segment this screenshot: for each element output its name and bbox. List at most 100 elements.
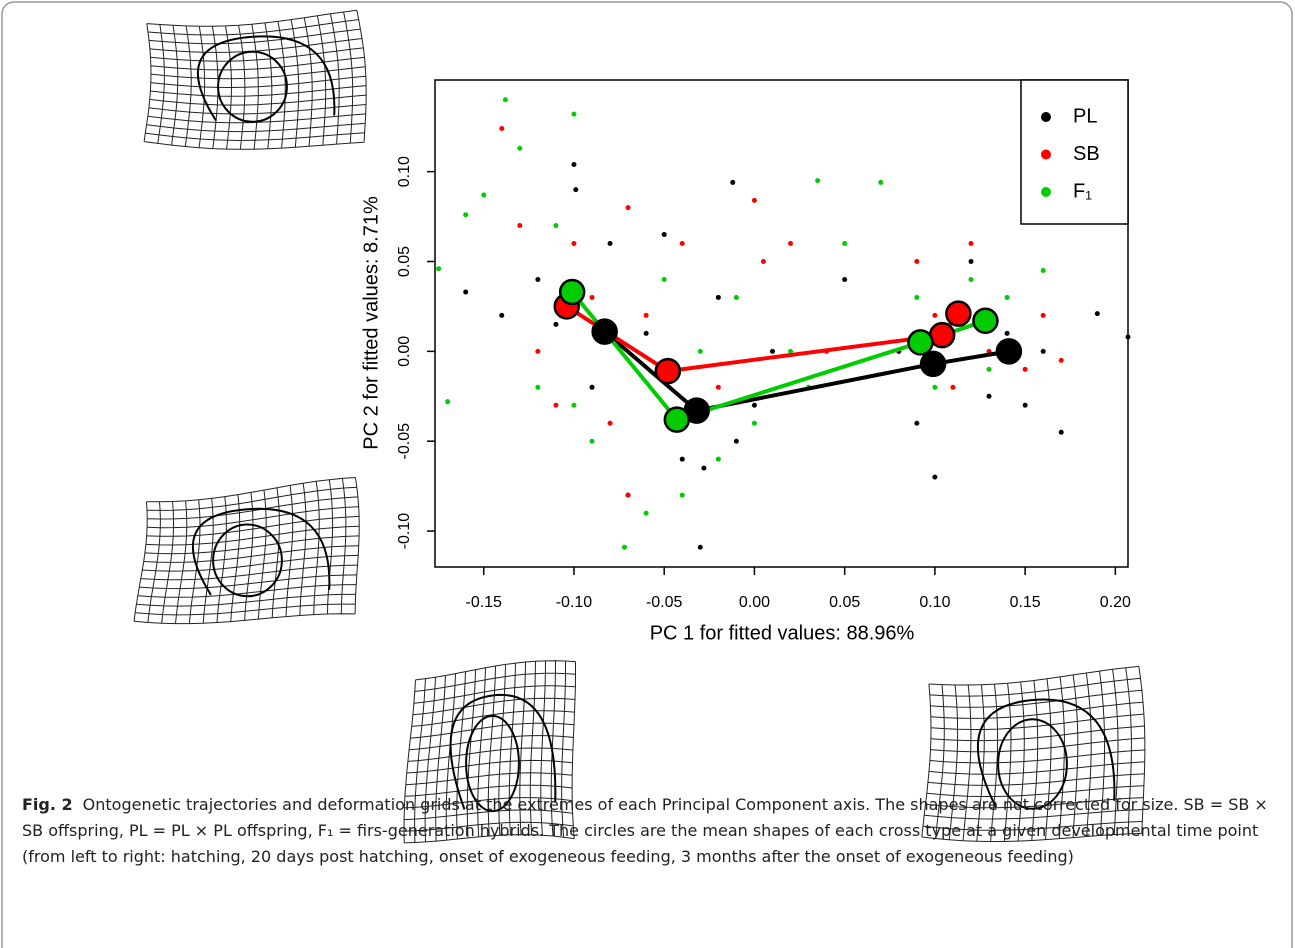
point: [436, 266, 442, 272]
y-tick-label: -0.10: [396, 513, 413, 550]
point: [1022, 402, 1028, 408]
grid-line-h: [134, 613, 356, 625]
grid-line-v: [143, 23, 152, 142]
point: [517, 145, 523, 151]
point: [607, 420, 613, 426]
point: [878, 179, 884, 185]
point: [463, 289, 469, 295]
y-tick-label: 0.10: [396, 156, 413, 187]
point: [643, 312, 649, 318]
grid-line-h: [415, 660, 576, 681]
grid-line-h: [147, 506, 359, 529]
point: [679, 492, 685, 498]
grid-line-h: [145, 525, 360, 546]
point: [914, 294, 920, 300]
point: [733, 294, 739, 300]
point: [553, 223, 559, 229]
point: [481, 192, 487, 198]
grid-line-h: [149, 94, 367, 106]
point: [697, 348, 703, 354]
legend-label: SB: [1073, 143, 1100, 165]
y-tick-label: 0.05: [396, 246, 413, 277]
grid-line-h: [926, 785, 1144, 797]
grid-line-h: [930, 725, 1145, 742]
legend-marker: [1041, 112, 1051, 122]
point: [499, 312, 505, 318]
grid-line-h: [411, 710, 575, 727]
point: [643, 330, 649, 336]
point: [517, 223, 523, 229]
plot-area: [434, 79, 1129, 568]
point: [733, 438, 739, 444]
grid-line-h: [404, 834, 575, 844]
grid-line-h: [150, 75, 366, 89]
point: [553, 321, 559, 327]
point: [625, 492, 631, 498]
point: [621, 544, 627, 550]
grid-line-h: [413, 685, 576, 704]
point: [571, 241, 577, 247]
y-tick-label: 0.00: [396, 336, 413, 367]
deformation-grid: [403, 660, 576, 844]
grid-line-h: [404, 809, 573, 821]
point: [1040, 348, 1046, 354]
mean-point: [945, 300, 972, 327]
point: [815, 178, 821, 184]
grid-line-h: [142, 554, 359, 572]
point: [751, 402, 757, 408]
grid-line-h: [146, 515, 360, 537]
x-axis-label: PC 1 for fitted values: 88.96%: [650, 622, 915, 644]
grid-line-h: [150, 56, 365, 71]
legend-marker: [1041, 187, 1051, 197]
grid-line-h: [146, 122, 366, 133]
grid-line-h: [922, 821, 1143, 831]
grid-line-h: [412, 697, 576, 716]
grid-line-h: [414, 672, 576, 692]
legend-label: F₁: [1073, 180, 1092, 202]
point: [788, 348, 794, 354]
point: [697, 544, 703, 550]
legend-label: PL: [1073, 105, 1097, 127]
grid-line-h: [403, 821, 574, 832]
caption-text: Ontogenetic trajectories and deformation…: [22, 795, 1268, 866]
point: [535, 348, 541, 354]
point: [760, 259, 766, 265]
point: [842, 276, 848, 282]
grid-line-h: [147, 19, 359, 36]
x-tick-label: -0.10: [556, 594, 593, 611]
grid-line-h: [930, 689, 1142, 708]
point: [715, 456, 721, 462]
trajectory: [565, 304, 960, 374]
grid-line-h: [930, 737, 1145, 753]
point: [535, 384, 541, 390]
point: [701, 465, 707, 471]
grid-line-h: [930, 713, 1144, 730]
point: [932, 312, 938, 318]
point: [625, 205, 631, 211]
point: [589, 384, 595, 390]
x-tick-label: 0.10: [919, 594, 950, 611]
mean-point: [928, 321, 956, 349]
point: [589, 438, 595, 444]
grid-line-h: [150, 47, 364, 62]
grid-line-h: [139, 574, 357, 590]
body-outline: [191, 507, 331, 596]
point: [1040, 267, 1046, 273]
mean-point: [907, 329, 934, 356]
point: [1004, 294, 1010, 300]
grid-line-h: [929, 749, 1145, 764]
body-outline: [196, 35, 336, 122]
grid-line-h: [147, 496, 358, 520]
y-tick-label: -0.05: [396, 423, 413, 460]
eye-outline: [997, 718, 1068, 810]
grid-line-h: [404, 797, 573, 809]
point: [1094, 311, 1100, 317]
grid-line-h: [146, 9, 357, 27]
point: [715, 384, 721, 390]
grid-line-h: [410, 722, 575, 739]
point: [968, 259, 974, 265]
eye-outline: [212, 523, 283, 598]
deformation-grid: [133, 477, 360, 625]
